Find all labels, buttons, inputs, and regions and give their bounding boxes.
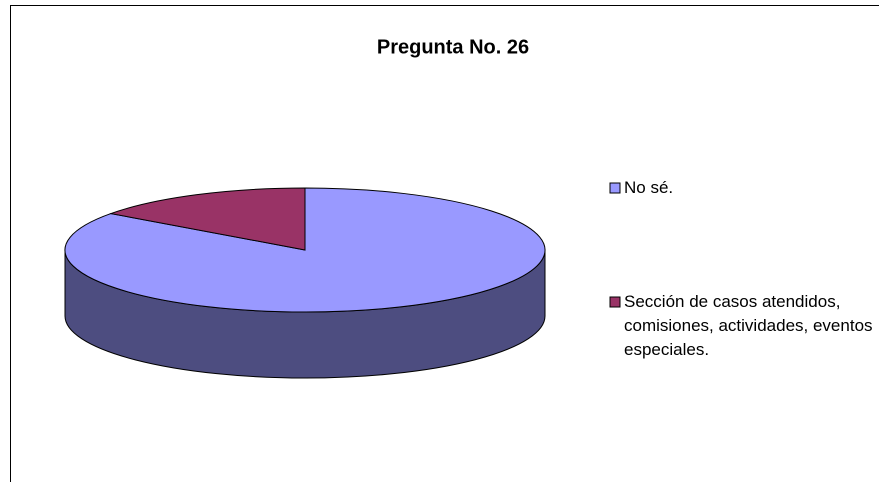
pie-slice bbox=[108, 187, 306, 251]
legend-swatch bbox=[609, 182, 621, 194]
chart-title: Pregunta No. 26 bbox=[377, 36, 529, 58]
legend-label: No sé. bbox=[624, 178, 674, 197]
legend-label: Sección de casos atendidos, comisiones, … bbox=[624, 292, 873, 359]
legend-swatch bbox=[609, 296, 621, 308]
